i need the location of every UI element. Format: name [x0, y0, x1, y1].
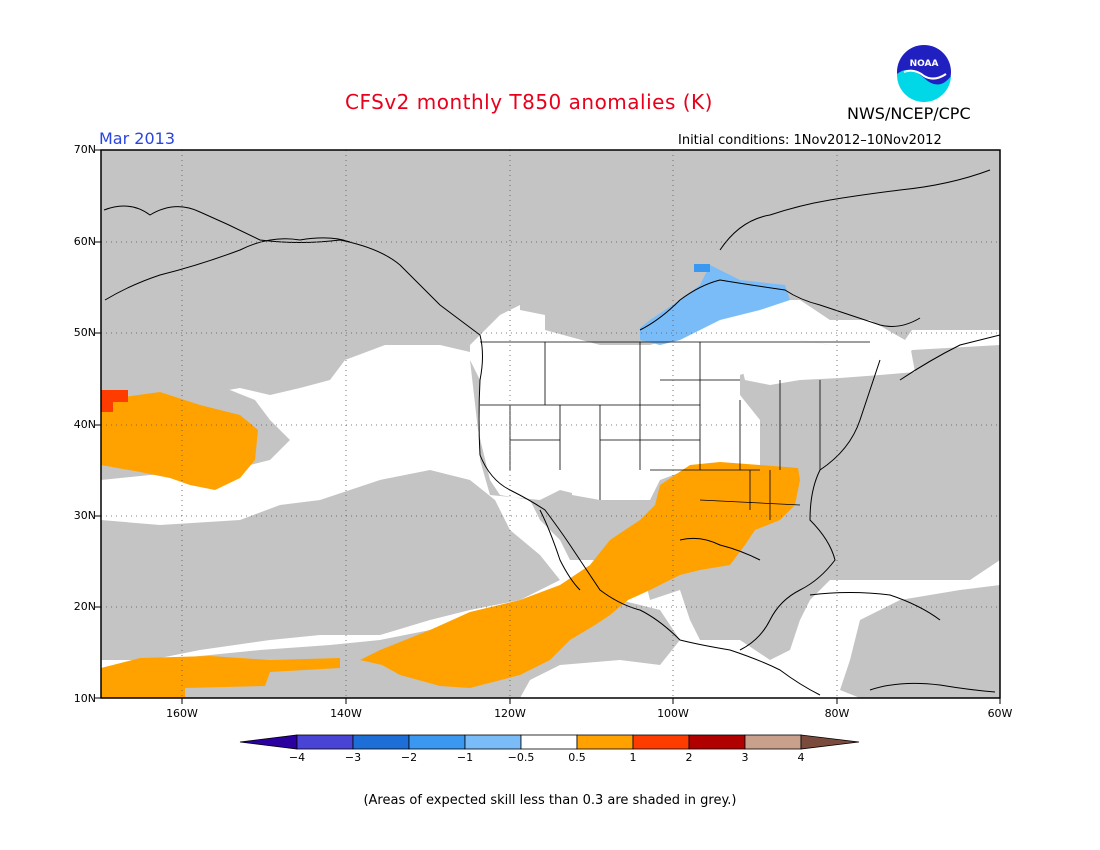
lon-label: 140W	[330, 707, 362, 720]
lon-label: 100W	[657, 707, 689, 720]
lon-label: 160W	[166, 707, 198, 720]
colorbar-label: −1	[456, 751, 474, 764]
axis-ticks	[95, 149, 1001, 704]
colorbar-label: −4	[288, 751, 306, 764]
noaa-logo-wave	[896, 69, 951, 102]
chart-title: CFSv2 monthly T850 anomalies (K)	[345, 90, 713, 114]
orange-region-central-pacific	[101, 392, 258, 490]
colorbar-label: −0.5	[507, 751, 535, 764]
lat-label: 20N	[73, 600, 96, 613]
colorbar-label: 1	[629, 751, 637, 764]
lon-label: 80W	[824, 707, 850, 720]
colorbar-label: 0.5	[568, 751, 586, 764]
colorbar-swatch	[520, 734, 578, 750]
colorbar-label: 3	[741, 751, 749, 764]
colorbar-swatch	[408, 734, 466, 750]
map-frame	[100, 149, 1001, 699]
lat-label: 60N	[73, 235, 96, 248]
lat-label: 40N	[73, 418, 96, 431]
blue-region-dark-patch	[694, 264, 710, 272]
colorbar-right-arrow	[800, 734, 860, 750]
orange-region-mexico-southeast-us	[360, 462, 800, 688]
near-normal-areas	[345, 310, 915, 500]
colorbar-swatch	[464, 734, 522, 750]
colorbar-swatch	[352, 734, 410, 750]
above-normal-areas	[101, 392, 800, 698]
footer-note: (Areas of expected skill less than 0.3 a…	[363, 793, 737, 808]
noaa-logo: NOAA	[895, 43, 953, 102]
valid-month-label: Mar 2013	[99, 129, 175, 148]
anomaly-map	[95, 149, 1001, 704]
agency-label: NWS/NCEP/CPC	[847, 104, 971, 123]
lat-label: 10N	[73, 692, 96, 705]
colorbar-label: −2	[400, 751, 418, 764]
colorbar-label: −3	[344, 751, 362, 764]
coastlines	[103, 169, 1000, 696]
noaa-logo-text: NOAA	[910, 59, 939, 69]
state-borders	[480, 341, 870, 520]
colorbar-swatch	[632, 734, 690, 750]
colorbar-swatch	[576, 734, 634, 750]
colorbar-swatch	[688, 734, 746, 750]
colorbar-left-arrow	[239, 734, 298, 750]
initial-conditions-label: Initial conditions: 1Nov2012–10Nov2012	[678, 133, 942, 148]
lat-label: 50N	[73, 326, 96, 339]
lon-label: 120W	[494, 707, 526, 720]
lon-label: 60W	[987, 707, 1013, 720]
colorbar-label: 4	[797, 751, 805, 764]
colorbar-swatch	[296, 734, 354, 750]
colorbar-swatch	[744, 734, 802, 750]
colorbar-label: 2	[685, 751, 693, 764]
lat-label: 30N	[73, 509, 96, 522]
red-region-west-pacific	[101, 390, 128, 412]
lat-label: 70N	[73, 143, 96, 156]
orange-region-tropical-pacific	[101, 656, 340, 698]
